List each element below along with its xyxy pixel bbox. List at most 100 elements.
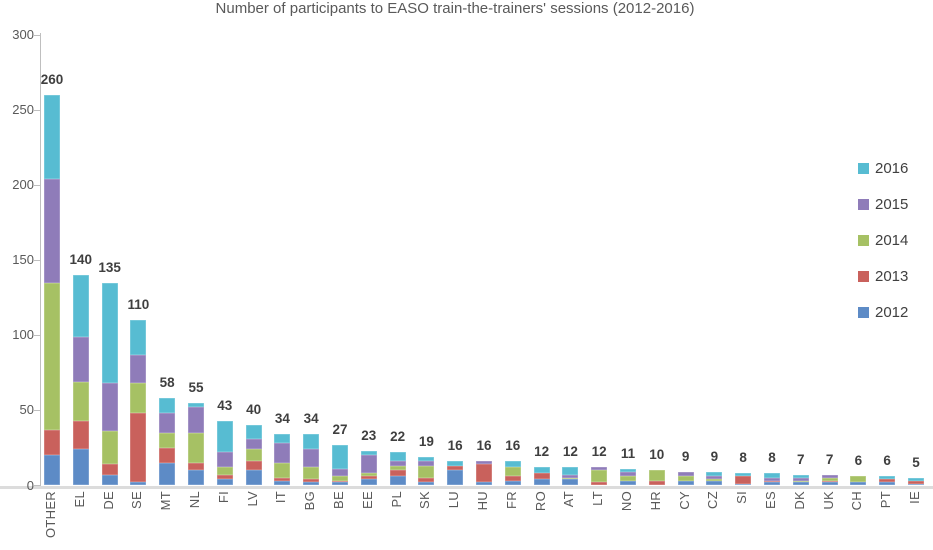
bar-segment-HR-2013	[648, 480, 665, 486]
total-label-ES: 8	[768, 450, 776, 466]
bar-segment-DE-2012	[101, 474, 118, 486]
total-label-RO: 12	[534, 444, 550, 460]
total-label-HR: 10	[649, 447, 665, 463]
bar-segment-MT-2013	[159, 447, 176, 463]
category-label-IE: IE	[907, 491, 922, 504]
category-label-EL: EL	[71, 491, 87, 508]
y-tick-label-0: 0	[26, 477, 34, 493]
bar-segment-SE-2013	[130, 413, 147, 483]
category-label-LV: LV	[244, 491, 260, 507]
bar-segment-FR-2013	[504, 476, 521, 481]
bar-segment-UK-2015	[821, 474, 838, 478]
y-tick-label-50: 50	[19, 402, 34, 418]
y-tick-mark-100	[34, 334, 41, 336]
bar-segment-NL-2012	[188, 470, 204, 486]
bar-segment-DK-2012	[792, 482, 809, 486]
y-tick-mark-200	[34, 184, 41, 186]
bar-segment-DE-2013	[101, 464, 118, 475]
bar-segment-MT-2012	[159, 462, 176, 486]
bar-segment-PL-2014	[389, 465, 406, 471]
legend-item-2016: 2016	[858, 158, 908, 178]
y-tick-label-100: 100	[12, 327, 34, 343]
bar-segment-OTHER-2016	[44, 95, 60, 180]
bar-segment-MT-2014	[159, 432, 176, 448]
category-label-LU: LU	[446, 491, 462, 509]
bar-segment-AT-2014	[562, 477, 579, 480]
y-tick-mark-300	[34, 34, 41, 36]
category-label-NL: NL	[187, 491, 202, 509]
bar-segment-PL-2012	[389, 476, 406, 486]
bar-segment-UK-2014	[821, 477, 838, 481]
bar-segment-CH-2012	[850, 482, 867, 486]
bar-segment-HU-2015	[476, 461, 492, 465]
y-tick-mark-150	[34, 259, 41, 261]
y-tick-label-200: 200	[12, 177, 34, 193]
total-label-EL: 140	[69, 252, 93, 268]
bar-segment-CH-2014	[850, 476, 867, 483]
bar-segment-EE-2016	[360, 450, 377, 456]
category-label-RO: RO	[532, 491, 548, 512]
legend-swatch-2012	[858, 306, 869, 318]
bar-segment-BG-2015	[303, 449, 320, 468]
category-label-BG: BG	[302, 491, 318, 511]
category-label-BE: BE	[331, 491, 346, 509]
category-label-CH: CH	[849, 491, 865, 511]
bar-segment-LV-2016	[245, 425, 262, 439]
bar-segment-LU-2016	[447, 461, 464, 466]
category-label-OTHER: OTHER	[43, 491, 58, 538]
bar-segment-BE-2013	[332, 480, 348, 483]
bar-segment-IT-2012	[274, 480, 291, 486]
bar-segment-SE-2015	[130, 354, 147, 384]
legend-swatch-2013	[858, 270, 869, 282]
bar-segment-DE-2016	[101, 282, 118, 384]
bar-segment-FI-2013	[216, 474, 233, 480]
category-label-SK: SK	[417, 491, 433, 509]
bar-segment-FR-2012	[504, 480, 521, 486]
total-label-HU: 16	[476, 438, 492, 454]
bar-segment-LV-2015	[245, 438, 262, 450]
bar-segment-SI-2013	[735, 476, 752, 484]
bar-segment-LT-2014	[591, 470, 608, 483]
total-label-BG: 34	[303, 411, 319, 427]
bar-segment-BG-2012	[303, 482, 320, 486]
y-tick-label-250: 250	[12, 102, 34, 118]
total-label-AT: 12	[562, 444, 578, 460]
total-label-CZ: 9	[710, 448, 719, 464]
total-label-LT: 12	[591, 444, 607, 460]
total-label-EE: 23	[361, 427, 377, 443]
total-label-CY: 9	[681, 448, 690, 464]
bar-segment-SK-2012	[418, 482, 435, 486]
category-label-MT: MT	[158, 491, 174, 511]
legend-label-2012: 2012	[875, 303, 909, 321]
category-label-HR: HR	[647, 491, 663, 511]
bar-segment-LU-2013	[447, 465, 464, 471]
category-label-PT: PT	[878, 491, 894, 509]
total-label-BE: 27	[332, 421, 348, 437]
bar-segment-IT-2016	[274, 434, 291, 444]
total-label-UK: 7	[825, 451, 834, 467]
bar-segment-RO-2012	[533, 479, 550, 486]
category-label-DE: DE	[100, 491, 116, 510]
total-label-NO: 11	[620, 445, 636, 461]
bar-segment-FR-2016	[504, 461, 521, 468]
bar-segment-UK-2012	[821, 482, 838, 486]
bar-segment-RO-2013	[533, 473, 550, 480]
bar-segment-SI-2016	[735, 473, 752, 477]
bar-segment-BE-2014	[332, 476, 348, 481]
bar-segment-PT-2013	[879, 479, 896, 483]
total-label-IT: 34	[274, 411, 290, 427]
bar-segment-AT-2016	[562, 467, 579, 475]
legend-label-2013: 2013	[875, 267, 909, 285]
bar-segment-SE-2014	[130, 383, 147, 414]
total-label-SE: 110	[127, 297, 150, 313]
bar-segment-EE-2012	[360, 479, 377, 486]
bar-segment-HU-2013	[476, 464, 492, 483]
chart-title: Number of participants to EASO train-the…	[215, 0, 695, 17]
bar-segment-EL-2015	[72, 336, 89, 382]
bar-segment-SK-2015	[418, 461, 435, 466]
category-label-FI: FI	[215, 491, 231, 504]
total-label-CH: 6	[854, 453, 863, 469]
bar-segment-NO-2014	[620, 476, 636, 481]
total-label-FI: 43	[217, 397, 233, 413]
category-label-CZ: CZ	[705, 491, 721, 509]
